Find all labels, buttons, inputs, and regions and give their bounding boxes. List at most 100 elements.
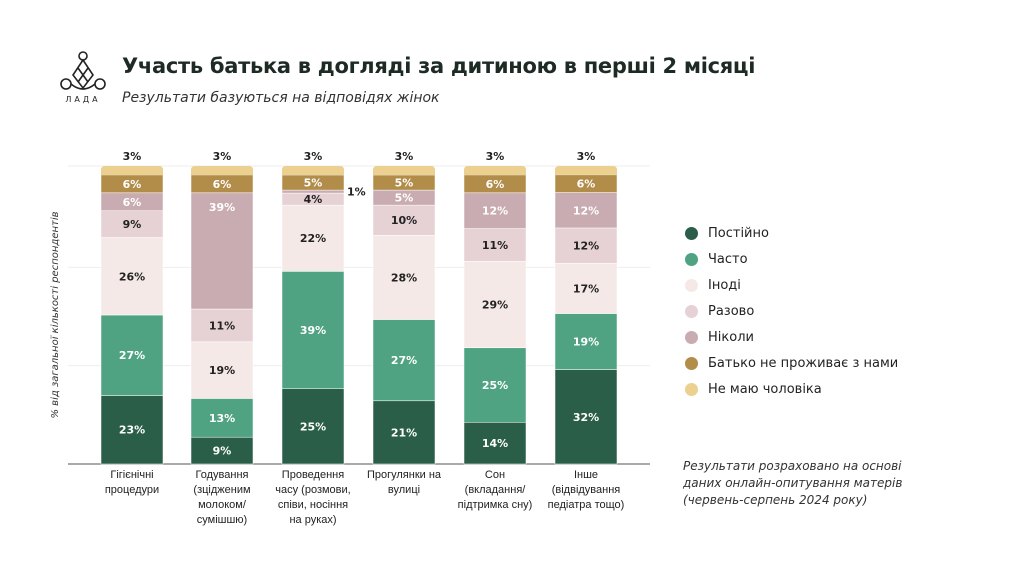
legend-swatch bbox=[685, 304, 698, 318]
data-label: 3% bbox=[577, 150, 596, 163]
data-label: 5% bbox=[395, 192, 414, 205]
legend-item: Іноді bbox=[685, 272, 898, 298]
bar-segment bbox=[282, 166, 344, 176]
bar-segment bbox=[554, 313, 618, 370]
legend-item: Батько не проживає з нами bbox=[685, 350, 898, 376]
bar-segment bbox=[463, 347, 527, 423]
data-label: 29% bbox=[482, 299, 508, 312]
data-label: 9% bbox=[213, 445, 232, 458]
data-label: 13% bbox=[209, 412, 235, 425]
legend-item: Не маю чоловіка bbox=[685, 376, 898, 402]
data-label: 32% bbox=[573, 411, 599, 424]
bar-segment bbox=[463, 422, 527, 465]
data-label: 12% bbox=[573, 204, 599, 217]
data-label: 39% bbox=[300, 324, 326, 337]
legend-label: Не маю чоловіка bbox=[708, 381, 822, 397]
legend-item: Часто bbox=[685, 246, 898, 272]
bar-segment bbox=[101, 166, 163, 175]
bar-segment bbox=[281, 271, 345, 389]
legend-swatch bbox=[685, 278, 698, 292]
legend-swatch bbox=[685, 382, 698, 396]
legend-item: Ніколи bbox=[685, 324, 898, 350]
data-label: 5% bbox=[304, 177, 323, 190]
bar-segment bbox=[372, 234, 436, 320]
x-tick-label: Прогулянки на вулиці bbox=[367, 469, 442, 496]
data-label: 4% bbox=[304, 193, 323, 206]
bar-segment bbox=[100, 210, 164, 238]
bar-segment bbox=[554, 263, 618, 314]
bar-segment bbox=[555, 166, 617, 175]
bar-segment bbox=[190, 436, 254, 465]
bar-segment bbox=[191, 166, 253, 175]
data-label: 22% bbox=[300, 232, 326, 245]
data-label: 25% bbox=[482, 379, 508, 392]
data-label: 6% bbox=[123, 196, 142, 209]
data-label: 6% bbox=[123, 178, 142, 191]
bar-segment bbox=[281, 204, 345, 272]
legend-swatch bbox=[685, 226, 698, 240]
legend-item: Постійно bbox=[685, 220, 898, 246]
chart-title: Участь батька в догляді за дитиною в пер… bbox=[122, 54, 756, 78]
legend-label: Постійно bbox=[708, 225, 769, 241]
legend-item: Разово bbox=[685, 298, 898, 324]
bar-segment bbox=[281, 189, 345, 194]
data-label: 3% bbox=[123, 150, 142, 163]
data-label: 6% bbox=[486, 178, 505, 191]
data-label: 12% bbox=[482, 205, 508, 218]
x-tick-label: Проведення часу (розмови, співи, носіння на… bbox=[275, 469, 350, 526]
bar-segment bbox=[190, 308, 254, 343]
legend-label: Разово bbox=[708, 303, 755, 319]
data-label: 19% bbox=[209, 364, 235, 377]
legend-label: Іноді bbox=[708, 277, 741, 293]
data-label: 19% bbox=[573, 336, 599, 349]
legend-swatch bbox=[685, 330, 698, 344]
bar-segment bbox=[554, 227, 618, 264]
source-note: Результати розраховано на основі даних о… bbox=[683, 459, 903, 507]
stacked-bar-chart: % від загальної кількості респондентів 23… bbox=[49, 150, 650, 526]
bar-segment bbox=[372, 204, 436, 236]
bar-segment bbox=[554, 369, 618, 465]
data-label: 10% bbox=[391, 214, 417, 227]
bar-segment bbox=[463, 192, 527, 229]
bar-segment bbox=[373, 166, 435, 176]
data-label: 27% bbox=[391, 354, 417, 367]
legend-label: Ніколи bbox=[708, 329, 754, 345]
bar-segment bbox=[554, 192, 618, 229]
bar-segment bbox=[281, 388, 345, 465]
lada-logo: ЛАДА bbox=[58, 50, 108, 109]
data-label: 5% bbox=[395, 177, 414, 190]
data-label: 9% bbox=[123, 218, 142, 231]
legend-label: Батько не проживає з нами bbox=[708, 355, 899, 371]
legend: Постійно Часто Іноді Разово Ніколи Батько не … bbox=[685, 220, 898, 402]
data-label: 21% bbox=[391, 426, 417, 439]
data-label: 39% bbox=[209, 201, 235, 214]
x-tick-label: Годування (зцідженим молоком/сумішшю) bbox=[193, 469, 250, 526]
data-label: 11% bbox=[482, 239, 508, 252]
data-label: 11% bbox=[209, 319, 235, 332]
data-label: 28% bbox=[391, 271, 417, 284]
bar-segment bbox=[190, 398, 254, 438]
svg-text:ЛАДА: ЛАДА bbox=[65, 95, 100, 104]
data-label: 3% bbox=[213, 150, 232, 163]
chart-subtitle: Результати базуються на відповідях жінок bbox=[122, 90, 440, 106]
bar-segment bbox=[372, 400, 436, 465]
data-label: 25% bbox=[300, 420, 326, 433]
data-label: 14% bbox=[482, 437, 508, 450]
legend-label: Часто bbox=[708, 251, 748, 267]
data-label: 23% bbox=[119, 424, 145, 437]
x-tick-label: Інше (відвідування педіатра тощо) bbox=[548, 469, 625, 511]
y-axis-label: % від загальної кількості респондентів bbox=[49, 211, 61, 418]
bar-segment bbox=[464, 166, 526, 175]
data-label: 27% bbox=[119, 349, 145, 362]
data-label: 3% bbox=[304, 150, 323, 163]
x-tick-label: Гігієнічні процедури bbox=[105, 469, 159, 496]
data-label: 3% bbox=[395, 150, 414, 163]
legend-swatch bbox=[685, 252, 698, 266]
data-label: 3% bbox=[486, 150, 505, 163]
data-label: 6% bbox=[213, 178, 232, 191]
bar-segment bbox=[372, 319, 436, 402]
data-label: 12% bbox=[573, 240, 599, 253]
bar-segment bbox=[463, 228, 527, 262]
legend-swatch bbox=[685, 356, 698, 370]
bar-segment bbox=[463, 261, 527, 349]
